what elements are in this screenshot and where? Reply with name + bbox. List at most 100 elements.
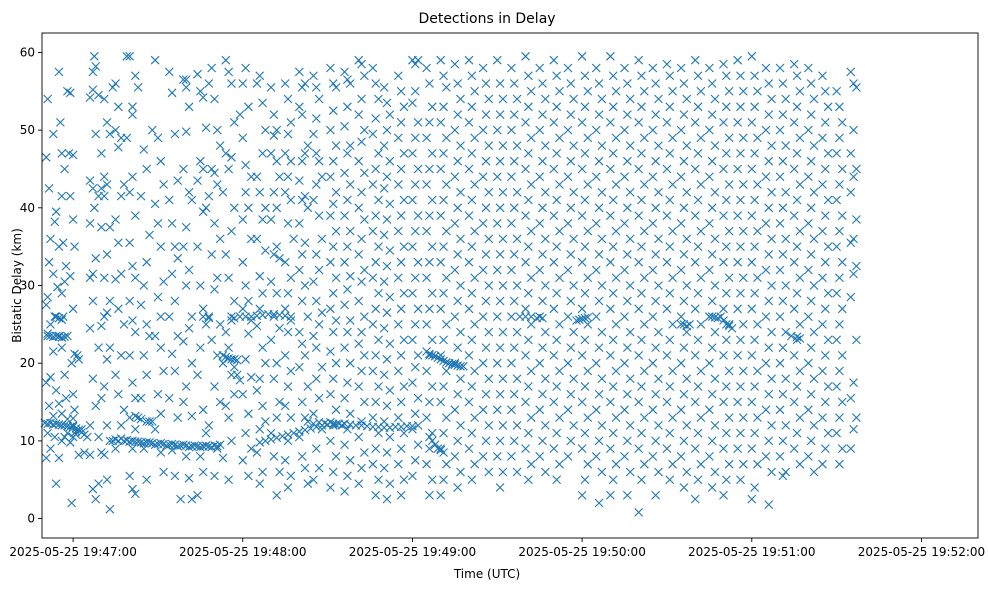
data-point-marker [244, 102, 253, 112]
data-point-marker [331, 82, 341, 92]
data-point-marker [580, 195, 590, 205]
data-point-marker [569, 141, 579, 151]
data-point-marker [371, 211, 381, 220]
data-point-marker [229, 362, 239, 372]
data-point-marker [311, 180, 321, 189]
data-point-marker [399, 335, 409, 345]
data-point-marker [682, 327, 692, 337]
data-point-marker [382, 494, 392, 504]
data-point-marker [410, 455, 420, 465]
data-point-marker [591, 265, 601, 275]
data-point-marker [153, 133, 163, 143]
data-point-marker [721, 428, 731, 438]
data-point-marker [540, 327, 550, 337]
data-point-marker [212, 441, 222, 451]
data-point-marker [396, 490, 406, 500]
data-point-marker [781, 281, 791, 290]
data-point-marker [51, 331, 61, 341]
data-point-marker [611, 366, 621, 376]
data-point-marker [552, 288, 562, 298]
data-point-marker [710, 141, 720, 151]
data-point-marker [484, 327, 494, 337]
data-point-marker [343, 242, 352, 252]
data-point-marker [427, 428, 437, 438]
y-tick-label: 30 [20, 279, 35, 293]
data-point-marker [60, 420, 70, 430]
data-point-marker [130, 489, 140, 499]
data-point-marker [88, 374, 98, 384]
data-point-marker [668, 273, 677, 283]
data-point-marker [207, 335, 217, 345]
data-point-marker [775, 312, 785, 321]
data-point-marker [345, 358, 355, 368]
data-point-marker [526, 312, 536, 321]
data-point-marker [577, 304, 587, 314]
data-point-marker [738, 366, 748, 376]
data-point-marker [806, 156, 816, 166]
data-point-marker [492, 452, 502, 461]
data-point-marker [441, 226, 451, 236]
data-point-marker [637, 382, 646, 391]
data-point-marker [441, 319, 451, 329]
data-point-marker [283, 288, 293, 298]
data-point-marker [464, 117, 474, 127]
data-point-marker [145, 438, 154, 447]
data-point-marker [85, 323, 95, 333]
data-point-marker [167, 445, 177, 455]
data-point-marker [583, 226, 593, 236]
data-point-marker [809, 234, 819, 244]
data-point-marker [181, 127, 191, 137]
data-point-marker [481, 343, 491, 353]
data-point-marker [408, 424, 417, 434]
data-point-marker [832, 428, 841, 438]
data-point-marker [269, 131, 279, 140]
data-point-marker [583, 312, 593, 322]
data-point-marker [382, 215, 392, 224]
data-point-marker [597, 187, 607, 197]
data-point-marker [835, 366, 844, 376]
data-point-marker [89, 51, 99, 61]
data-point-marker [795, 86, 805, 96]
data-point-marker [96, 448, 106, 457]
data-point-marker [229, 296, 239, 306]
data-point-marker [620, 125, 629, 135]
data-point-marker [433, 444, 443, 454]
data-point-marker [413, 257, 423, 267]
data-point-marker [676, 265, 686, 275]
data-point-marker [467, 71, 477, 81]
data-point-marker [425, 117, 434, 127]
data-point-marker [719, 257, 728, 267]
data-point-marker [314, 211, 324, 220]
data-point-marker [311, 374, 321, 384]
data-point-marker [648, 63, 658, 73]
data-point-marker [294, 265, 304, 275]
data-point-marker [566, 343, 576, 353]
data-point-marker [261, 417, 270, 426]
data-point-marker [105, 222, 115, 232]
data-point-marker [88, 183, 98, 193]
data-point-marker [453, 79, 463, 88]
data-point-marker [484, 374, 494, 384]
data-point-marker [693, 102, 703, 112]
data-point-marker [580, 242, 590, 252]
data-point-marker [690, 164, 700, 174]
data-point-marker [764, 110, 774, 119]
data-point-marker [261, 246, 270, 255]
data-point-marker [679, 436, 689, 446]
data-point-marker [818, 71, 827, 81]
data-point-marker [721, 319, 731, 329]
data-point-marker [422, 63, 431, 73]
data-point-marker [622, 436, 632, 446]
data-point-marker [51, 207, 61, 217]
data-point-marker [622, 110, 632, 119]
data-point-marker [113, 238, 123, 248]
data-point-marker [326, 172, 335, 182]
data-point-marker [654, 281, 663, 290]
data-point-marker [481, 250, 491, 259]
data-point-marker [820, 86, 830, 96]
data-point-marker [374, 195, 383, 205]
data-point-marker [50, 217, 60, 227]
data-point-marker [605, 51, 615, 61]
data-point-marker [272, 288, 282, 298]
data-point-marker [767, 281, 776, 290]
